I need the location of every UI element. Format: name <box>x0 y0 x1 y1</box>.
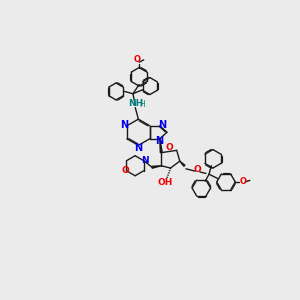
Text: N: N <box>120 120 128 130</box>
Text: O: O <box>166 143 174 152</box>
Text: O: O <box>194 165 201 174</box>
Polygon shape <box>160 139 162 153</box>
Text: N: N <box>134 143 142 153</box>
Text: H: H <box>139 100 145 109</box>
Text: N: N <box>158 120 166 130</box>
Text: O: O <box>121 166 129 175</box>
Text: NH: NH <box>128 99 143 108</box>
Text: N: N <box>155 136 163 146</box>
Text: O: O <box>239 177 246 186</box>
Polygon shape <box>180 161 185 166</box>
Text: OH: OH <box>158 178 173 187</box>
Text: O: O <box>133 56 140 64</box>
Polygon shape <box>152 166 161 168</box>
Text: N: N <box>142 156 149 165</box>
